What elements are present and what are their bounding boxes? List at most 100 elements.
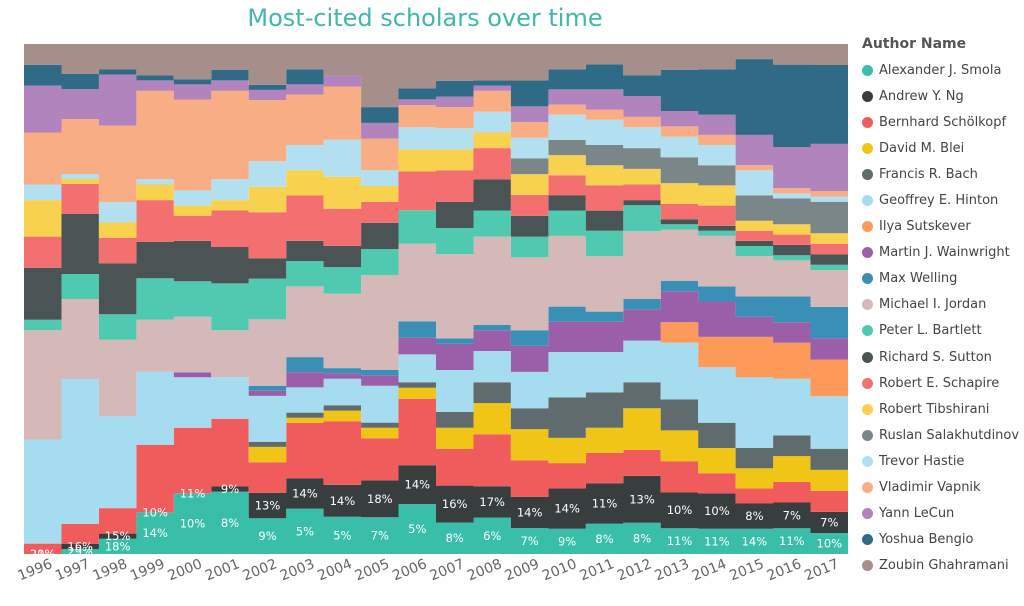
legend-item-vladimir-vapnik[interactable]: Vladimir Vapnik <box>862 475 1022 501</box>
area-yann-lecun[interactable] <box>24 74 848 192</box>
legend-swatch <box>862 351 873 363</box>
legend-swatch <box>862 429 873 441</box>
data-label: 7% <box>520 534 538 548</box>
legend-label: Robert E. Schapire <box>879 375 1000 391</box>
legend: Author Name Alexander J. Smola Andrew Y. … <box>862 36 1022 579</box>
data-label: 14% <box>517 505 543 519</box>
data-label: 14% <box>554 502 580 516</box>
x-tick-label: 1998 <box>91 556 130 584</box>
legend-item-robert-e-schapire[interactable]: Robert E. Schapire <box>862 370 1022 396</box>
data-label: 10% <box>817 537 843 551</box>
data-label: 17% <box>479 495 505 509</box>
legend-label: David M. Blei <box>879 140 965 156</box>
x-tick-label: 2001 <box>203 556 242 584</box>
data-label: 14% <box>405 478 431 492</box>
area-alexander-j-smola[interactable] <box>24 491 848 554</box>
legend-item-richard-s-sutton[interactable]: Richard S. Sutton <box>862 344 1022 370</box>
legend-item-zoubin-ghahramani[interactable]: Zoubin Ghahramani <box>862 553 1022 579</box>
legend-item-david-m-blei[interactable]: David M. Blei <box>862 135 1022 161</box>
legend-swatch <box>862 560 873 572</box>
x-tick-label: 2003 <box>278 556 317 584</box>
x-tick-label: 2004 <box>315 556 354 584</box>
x-tick-label: 2017 <box>802 556 841 584</box>
x-tick-label: 2007 <box>428 556 467 584</box>
legend-label: Vladimir Vapnik <box>879 480 981 496</box>
x-tick-label: 1999 <box>128 556 167 584</box>
legend-label: Alexander J. Smola <box>879 62 1002 78</box>
area-francis-r-bach[interactable] <box>24 382 848 544</box>
legend-item-max-welling[interactable]: Max Welling <box>862 266 1022 292</box>
legend-item-geoffrey-e-hinton[interactable]: Geoffrey E. Hinton <box>862 187 1022 213</box>
data-label: 10% <box>704 504 730 518</box>
legend-swatch <box>862 482 873 494</box>
legend-swatch <box>862 90 873 102</box>
area-vladimir-vapnik[interactable] <box>24 86 848 203</box>
stacked-area-chart: 20% 29% 18% 14% 10% 8% 9% 5% 5% 7% 5% 8% 6% 7% 9% 8% 8% 1… <box>16 44 848 584</box>
data-label: 18% <box>105 539 131 553</box>
data-label: 18% <box>367 492 393 506</box>
legend-label: Ruslan Salakhutdinov <box>879 427 1020 443</box>
data-label: 13% <box>255 499 281 513</box>
legend-title: Author Name <box>862 36 967 52</box>
legend-item-trevor-hastie[interactable]: Trevor Hastie <box>862 448 1022 474</box>
data-label: 7% <box>783 508 801 522</box>
data-label: 11% <box>667 534 693 548</box>
data-label: 10% <box>667 503 693 517</box>
area-trevor-hastie[interactable] <box>24 111 848 223</box>
data-label: 14% <box>292 486 318 500</box>
area-geoffrey-e-hinton[interactable] <box>24 340 848 544</box>
area-martin-j-wainwright[interactable] <box>24 291 848 440</box>
area-robert-e-schapire[interactable] <box>24 148 848 268</box>
area-david-m-blei[interactable] <box>24 387 848 544</box>
legend-item-andrew-y-ng[interactable]: Andrew Y. Ng <box>862 83 1022 109</box>
area-zoubin-ghahramani[interactable] <box>24 44 848 108</box>
area-yoshua-bengio[interactable] <box>24 59 848 147</box>
chart-title: Most-cited scholars over time <box>247 4 603 32</box>
legend-item-yoshua-bengio[interactable]: Yoshua Bengio <box>862 527 1022 553</box>
x-tick-label: 2016 <box>765 556 804 584</box>
legend-swatch <box>862 64 873 76</box>
area-peter-l-bartlett[interactable] <box>24 205 848 340</box>
legend-swatch <box>862 299 873 311</box>
data-label: 11% <box>704 534 730 548</box>
legend-label: Francis R. Bach <box>879 166 978 182</box>
legend-swatch <box>862 534 873 546</box>
data-label: 9% <box>258 529 276 543</box>
x-tick-label: 2012 <box>615 556 654 584</box>
data-label: 29% <box>67 545 93 559</box>
data-label: 9% <box>558 534 576 548</box>
area-bernhard-sch-lkopf[interactable] <box>24 398 848 554</box>
data-label: 8% <box>633 531 651 545</box>
legend-swatch <box>862 273 873 285</box>
legend-item-michael-i-jordan[interactable]: Michael I. Jordan <box>862 292 1022 318</box>
x-tick-label: 2002 <box>240 556 279 584</box>
legend-item-francis-r-bach[interactable]: Francis R. Bach <box>862 161 1022 187</box>
legend-item-yann-lecun[interactable]: Yann LeCun <box>862 501 1022 527</box>
x-tick-label: 2009 <box>503 556 542 584</box>
legend-item-ruslan-salakhutdinov[interactable]: Ruslan Salakhutdinov <box>862 422 1022 448</box>
legend-item-alexander-j-smola[interactable]: Alexander J. Smola <box>862 57 1022 83</box>
legend-item-bernhard-sch-lkopf[interactable]: Bernhard Schölkopf <box>862 109 1022 135</box>
area-michael-i-jordan[interactable] <box>24 229 848 440</box>
data-label: 10% <box>142 505 168 519</box>
data-label: 20% <box>30 547 56 561</box>
area-andrew-y-ng[interactable] <box>24 465 848 554</box>
area-max-welling[interactable] <box>24 281 848 440</box>
legend-label: Ilya Sutskever <box>879 219 971 235</box>
legend-label: Michael I. Jordan <box>879 297 987 313</box>
legend-item-robert-tibshirani[interactable]: Robert Tibshirani <box>862 396 1022 422</box>
data-label: 8% <box>446 531 464 545</box>
legend-item-ilya-sutskever[interactable]: Ilya Sutskever <box>862 214 1022 240</box>
legend-label: Robert Tibshirani <box>879 401 990 417</box>
data-label: 16% <box>67 540 93 554</box>
legend-label: Trevor Hastie <box>879 453 965 469</box>
legend-label: Peter L. Bartlett <box>879 323 982 339</box>
area-robert-tibshirani[interactable] <box>24 132 848 244</box>
legend-swatch <box>862 142 873 154</box>
legend-item-martin-j-wainwright[interactable]: Martin J. Wainwright <box>862 240 1022 266</box>
area-ruslan-salakhutdinov[interactable] <box>24 132 848 234</box>
x-tick-label: 1997 <box>53 556 92 584</box>
legend-item-peter-l-bartlett[interactable]: Peter L. Bartlett <box>862 318 1022 344</box>
x-tick-label: 2015 <box>727 556 766 584</box>
legend-swatch <box>862 455 873 467</box>
